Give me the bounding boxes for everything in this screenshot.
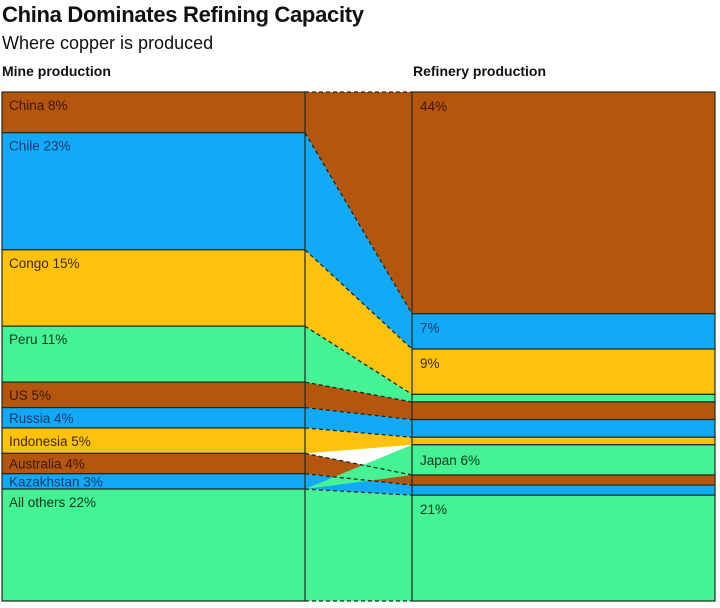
flow-band-chile [305,132,412,350]
refinery-segment-us [411,401,716,421]
flow-band-japan [305,444,412,490]
mine-segment-congo [1,249,306,327]
mine-segment-us [1,381,306,409]
refinery-segment-kazakhstan [411,484,716,496]
refinery-label-all-others: 21% [420,502,447,517]
mine-label-china: China 8% [9,98,68,113]
mine-segment-chile [1,132,306,251]
mine-label-peru: Peru 11% [9,332,67,347]
flow-band-congo [305,249,412,395]
refinery-label-chile: 7% [420,321,440,336]
mine-label-congo: Congo 15% [9,256,80,271]
mine-production-header: Mine production [2,63,111,79]
refinery-label-japan: Japan 6% [420,453,480,468]
refinery-segment-australia [411,474,716,486]
refinery-segment-indonesia [411,436,716,446]
mine-label-us: US 5% [9,388,51,403]
flow-band-indonesia [305,427,412,454]
refinery-segment-peru [411,393,716,403]
mine-label-chile: Chile 23% [9,139,71,154]
refinery-production-header: Refinery production [413,63,547,79]
refinery-segment-chile [411,313,716,350]
flow-edge-peru [304,325,413,395]
mine-label-russia: Russia 4% [9,411,74,426]
refinery-segment-congo [411,348,716,395]
mine-segment-peru [1,325,306,383]
chart-subtitle: Where copper is produced [2,33,214,53]
mine-label-australia: Australia 4% [9,457,85,472]
mine-segment-all-others [1,488,306,602]
chart-title: China Dominates Refining Capacity [2,2,364,27]
flow-band-us [305,382,412,420]
flow-edge-chile [304,132,413,315]
mine-label-indonesia: Indonesia 5% [9,434,91,449]
flow-edge-kazakhstan [304,473,413,486]
flow-edge-congo [304,249,413,350]
mine-label-all-others: All others 22% [9,495,96,510]
refinery-segment-all-others [411,494,716,602]
refinery-label-congo: 9% [420,356,440,371]
flow-band-china [305,92,412,314]
flow-edge-indonesia [304,427,413,438]
flow-band-peru [305,326,412,402]
refinery-segment-china [411,91,716,315]
flow-edge-russia [304,406,413,421]
flow-band-all-others [305,489,412,601]
refinery-label-china: 44% [420,99,447,114]
flow-band-russia [305,407,412,438]
flow-edge-all-others [304,488,413,496]
refinery-segment-russia [411,418,716,438]
mine-label-kazakhstan: Kazakhstan 3% [9,474,103,489]
